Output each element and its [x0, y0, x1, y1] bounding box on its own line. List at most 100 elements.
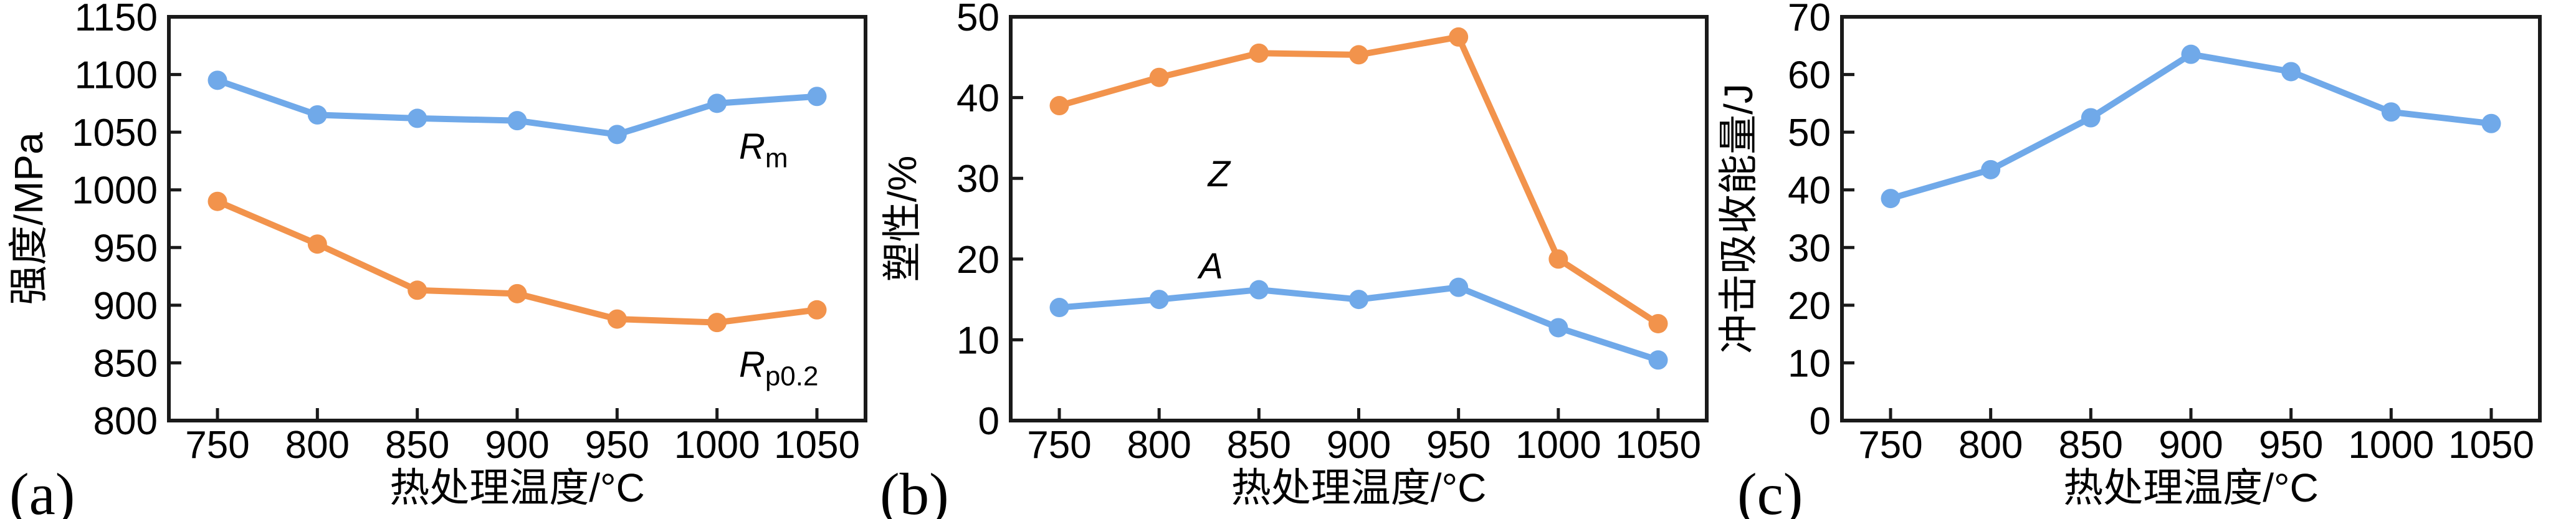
- data-point-A: [1049, 298, 1069, 318]
- x-tick-label: 750: [1027, 424, 1091, 467]
- x-tick-label: 850: [2059, 424, 2123, 467]
- x-tick-label: 1050: [1615, 424, 1701, 467]
- data-point-Rp0.2: [607, 309, 627, 329]
- data-point-Rp0.2: [408, 280, 427, 300]
- x-axis-title: 热处理温度/°C: [2063, 465, 2319, 510]
- panel-letter: (a): [9, 461, 75, 519]
- x-tick-label: 850: [1227, 424, 1291, 467]
- x-tick-label: 750: [185, 424, 249, 467]
- y-axis-title: 冲击吸收能量/J: [1716, 83, 1761, 354]
- series-label-Rm: Rm: [739, 126, 788, 174]
- y-axis-title: 强度/MPa: [6, 132, 51, 305]
- data-point-impact-energy: [2281, 62, 2301, 82]
- series-line-Z: [1056, 34, 1661, 327]
- data-point-Z: [1149, 67, 1169, 87]
- data-point-Rm: [208, 70, 227, 90]
- x-tick-label: 1050: [2448, 424, 2534, 467]
- x-tick-label: 1000: [1515, 424, 1601, 467]
- series-label-Z: Z: [1207, 154, 1232, 194]
- x-tick-label: 800: [1127, 424, 1191, 467]
- y-tick-label: 1050: [72, 112, 158, 155]
- series-line-Rp0.2: [214, 198, 820, 326]
- x-tick-label: 1050: [774, 424, 860, 467]
- y-tick-label: 20: [956, 239, 999, 282]
- plot-frame: [1009, 15, 1709, 422]
- data-point-impact-energy: [1881, 189, 1901, 209]
- y-tick-label: 850: [93, 342, 158, 385]
- y-tick-label: 800: [93, 400, 158, 443]
- y-tick-label: 70: [1788, 0, 1831, 39]
- data-point-Rp0.2: [208, 191, 227, 211]
- y-tick-label: 50: [1788, 112, 1831, 155]
- x-tick-label: 1000: [2348, 424, 2434, 467]
- data-point-Rp0.2: [307, 234, 327, 254]
- y-tick-label: 1000: [72, 169, 158, 212]
- data-point-Rm: [307, 105, 327, 125]
- y-tick-label: 900: [93, 285, 158, 328]
- y-tick-label: 950: [93, 227, 158, 270]
- data-point-Rm: [707, 93, 727, 113]
- x-axis-title: 热处理温度/°C: [389, 465, 645, 510]
- data-point-Z: [1648, 313, 1668, 333]
- y-tick-label: 50: [956, 0, 999, 39]
- data-point-impact-energy: [2181, 44, 2201, 64]
- data-point-A: [1548, 318, 1568, 338]
- data-point-impact-energy: [2381, 102, 2401, 122]
- data-point-Z: [1449, 27, 1469, 47]
- series-label-Rp0.2: Rp0.2: [739, 345, 819, 392]
- data-point-Z: [1349, 45, 1368, 65]
- data-point-Rm: [807, 87, 827, 107]
- x-tick-label: 900: [1327, 424, 1391, 467]
- y-tick-label: 1100: [75, 54, 158, 97]
- data-point-Rp0.2: [707, 313, 727, 333]
- x-tick-label: 800: [285, 424, 350, 467]
- y-tick-label: 10: [1788, 342, 1831, 385]
- data-point-impact-energy: [2081, 108, 2101, 128]
- plot-frame: [1840, 15, 2542, 422]
- y-tick-label: 30: [1788, 227, 1831, 270]
- data-point-A: [1249, 280, 1269, 300]
- data-point-A: [1449, 277, 1469, 297]
- data-point-impact-energy: [1981, 160, 2001, 179]
- panel-b: 750 800 850 900 950 1000 1050 0 10 20 30 40 50 热处理温度/…: [880, 0, 1709, 519]
- x-tick-label: 950: [1426, 424, 1491, 467]
- y-tick-label: 0: [978, 400, 999, 443]
- x-tick-label: 800: [1958, 424, 2023, 467]
- panel-letter: (c): [1737, 461, 1803, 519]
- y-tick-label: 0: [1810, 400, 1831, 443]
- data-point-Rm: [507, 111, 527, 131]
- y-tick-label: 60: [1788, 54, 1831, 97]
- data-point-impact-energy: [2481, 113, 2501, 133]
- data-point-A: [1149, 290, 1169, 310]
- y-tick-label: 20: [1788, 285, 1831, 328]
- x-tick-label: 900: [2159, 424, 2223, 467]
- data-point-Z: [1049, 96, 1069, 116]
- data-point-A: [1349, 290, 1368, 310]
- data-point-Rp0.2: [807, 300, 827, 320]
- series-line-impact-energy: [1887, 51, 2494, 202]
- y-tick-label: 40: [1788, 169, 1831, 212]
- y-tick-label: 30: [956, 158, 999, 201]
- y-axis-title: 塑性/%: [880, 156, 925, 282]
- x-tick-label: 850: [385, 424, 449, 467]
- data-point-Z: [1548, 249, 1568, 269]
- x-tick-label: 950: [585, 424, 649, 467]
- panel-c: 750 800 850 900 950 1000 1050 0 10 20 30 40 50 60 70 热处…: [1716, 0, 2542, 519]
- y-tick-label: 40: [956, 77, 999, 120]
- data-point-A: [1648, 350, 1668, 370]
- x-tick-label: 900: [485, 424, 549, 467]
- y-tick-label: 1150: [75, 0, 158, 39]
- x-tick-label: 950: [2259, 424, 2323, 467]
- x-tick-label: 750: [1858, 424, 1922, 467]
- y-tick-label: 10: [956, 319, 999, 362]
- data-point-Rm: [408, 108, 427, 128]
- data-point-Z: [1249, 43, 1269, 63]
- panel-letter: (b): [880, 461, 949, 519]
- series-label-A: A: [1197, 246, 1223, 287]
- panel-a: 750 800 850 900 950 1000 1050 800 850 900 950 1000 1…: [6, 0, 867, 519]
- x-tick-label: 1000: [674, 424, 760, 467]
- data-point-Rm: [607, 125, 627, 145]
- x-axis-title: 热处理温度/°C: [1231, 465, 1487, 510]
